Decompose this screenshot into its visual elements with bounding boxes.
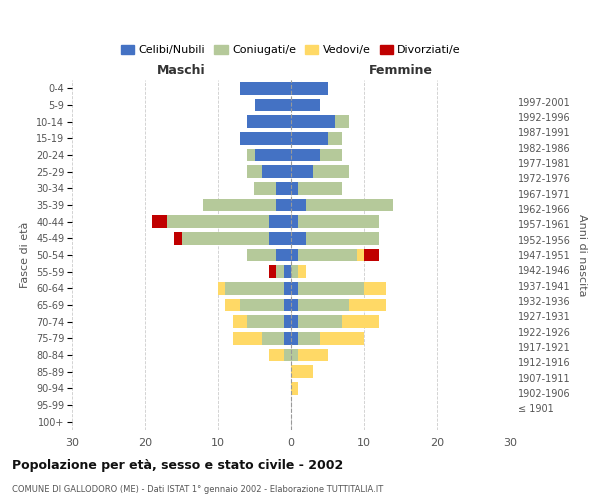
Bar — [247, 316, 284, 328]
Bar — [291, 298, 298, 311]
Bar — [291, 216, 298, 228]
Bar — [240, 298, 284, 311]
Bar — [298, 298, 349, 311]
Bar — [284, 316, 291, 328]
Bar — [174, 232, 182, 244]
Bar — [269, 266, 277, 278]
Bar — [313, 166, 349, 178]
Text: COMUNE DI GALLODORO (ME) - Dati ISTAT 1° gennaio 2002 - Elaborazione TUTTITALIA.: COMUNE DI GALLODORO (ME) - Dati ISTAT 1°… — [12, 485, 383, 494]
Bar — [349, 298, 386, 311]
Bar — [284, 266, 291, 278]
Text: Maschi: Maschi — [157, 64, 206, 76]
Bar — [233, 316, 247, 328]
Bar — [291, 166, 313, 178]
Bar — [291, 116, 335, 128]
Bar — [320, 149, 342, 162]
Bar — [298, 282, 364, 294]
Bar — [298, 216, 379, 228]
Y-axis label: Fasce di età: Fasce di età — [20, 222, 31, 288]
Bar — [254, 182, 277, 194]
Bar — [291, 232, 305, 244]
Bar — [291, 282, 298, 294]
Bar — [298, 332, 320, 344]
Bar — [269, 232, 291, 244]
Bar — [291, 382, 298, 394]
Bar — [298, 349, 328, 361]
Bar — [342, 316, 379, 328]
Bar — [226, 298, 240, 311]
Bar — [328, 132, 342, 144]
Bar — [298, 316, 342, 328]
Bar — [291, 82, 328, 94]
Y-axis label: Anni di nascita: Anni di nascita — [577, 214, 587, 296]
Bar — [284, 349, 291, 361]
Bar — [364, 248, 379, 261]
Bar — [247, 166, 262, 178]
Bar — [247, 248, 277, 261]
Bar — [291, 349, 298, 361]
Bar — [247, 116, 291, 128]
Bar — [320, 332, 364, 344]
Bar — [291, 266, 298, 278]
Bar — [152, 216, 167, 228]
Bar — [277, 182, 291, 194]
Bar — [305, 232, 379, 244]
Bar — [254, 99, 291, 112]
Bar — [291, 332, 298, 344]
Bar — [240, 82, 291, 94]
Legend: Celibi/Nubili, Coniugati/e, Vedovi/e, Divorziati/e: Celibi/Nubili, Coniugati/e, Vedovi/e, Di… — [116, 40, 466, 60]
Bar — [291, 248, 298, 261]
Bar — [298, 182, 342, 194]
Bar — [269, 349, 284, 361]
Bar — [284, 298, 291, 311]
Bar — [233, 332, 262, 344]
Bar — [284, 332, 291, 344]
Bar — [277, 266, 284, 278]
Bar — [291, 199, 305, 211]
Bar — [247, 149, 254, 162]
Bar — [298, 266, 305, 278]
Bar — [254, 149, 291, 162]
Bar — [182, 232, 269, 244]
Bar — [291, 149, 320, 162]
Bar — [226, 282, 284, 294]
Bar — [277, 199, 291, 211]
Bar — [364, 282, 386, 294]
Bar — [262, 166, 291, 178]
Bar — [269, 216, 291, 228]
Text: Femmine: Femmine — [368, 64, 433, 76]
Bar — [218, 282, 226, 294]
Bar — [277, 248, 291, 261]
Bar — [335, 116, 349, 128]
Bar — [291, 99, 320, 112]
Bar — [291, 316, 298, 328]
Bar — [298, 248, 356, 261]
Bar — [284, 282, 291, 294]
Bar — [356, 248, 364, 261]
Bar — [291, 132, 328, 144]
Bar — [291, 182, 298, 194]
Bar — [203, 199, 277, 211]
Text: Popolazione per età, sesso e stato civile - 2002: Popolazione per età, sesso e stato civil… — [12, 460, 343, 472]
Bar — [291, 366, 313, 378]
Bar — [305, 199, 393, 211]
Bar — [167, 216, 269, 228]
Bar — [262, 332, 284, 344]
Bar — [240, 132, 291, 144]
